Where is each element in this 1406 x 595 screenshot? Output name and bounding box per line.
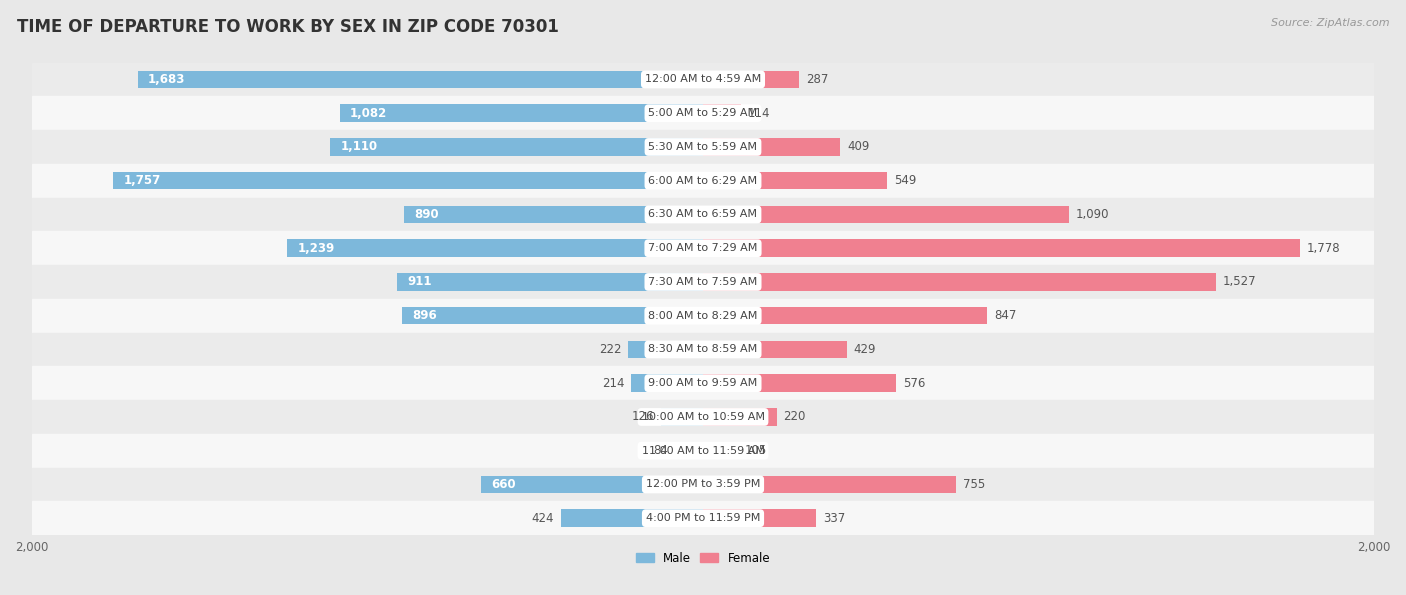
Text: 755: 755 xyxy=(963,478,986,491)
Text: 214: 214 xyxy=(602,377,624,390)
Text: 4:00 PM to 11:59 PM: 4:00 PM to 11:59 PM xyxy=(645,513,761,523)
Text: 12:00 AM to 4:59 AM: 12:00 AM to 4:59 AM xyxy=(645,74,761,84)
Bar xyxy=(32,434,1374,468)
Bar xyxy=(32,502,1374,535)
Bar xyxy=(703,138,841,156)
Text: 126: 126 xyxy=(631,411,654,424)
Bar xyxy=(631,374,703,392)
Bar xyxy=(703,105,741,122)
Bar xyxy=(703,239,1299,257)
Text: 1,757: 1,757 xyxy=(124,174,160,187)
Bar xyxy=(287,239,703,257)
Text: 847: 847 xyxy=(994,309,1017,322)
Bar xyxy=(32,62,1374,96)
Text: 5:00 AM to 5:29 AM: 5:00 AM to 5:29 AM xyxy=(648,108,758,118)
Bar xyxy=(340,105,703,122)
Bar xyxy=(32,400,1374,434)
Text: 7:00 AM to 7:29 AM: 7:00 AM to 7:29 AM xyxy=(648,243,758,253)
Bar xyxy=(661,408,703,425)
Text: 105: 105 xyxy=(745,444,768,457)
Text: 287: 287 xyxy=(806,73,828,86)
Bar xyxy=(398,273,703,291)
Text: 1,090: 1,090 xyxy=(1076,208,1109,221)
Text: 8:30 AM to 8:59 AM: 8:30 AM to 8:59 AM xyxy=(648,345,758,355)
Bar xyxy=(32,299,1374,333)
Bar xyxy=(703,341,846,358)
Text: 429: 429 xyxy=(853,343,876,356)
Bar xyxy=(703,273,1216,291)
Bar xyxy=(32,367,1374,400)
Bar xyxy=(703,172,887,189)
Bar xyxy=(32,333,1374,367)
Text: 337: 337 xyxy=(823,512,845,525)
Bar xyxy=(32,468,1374,502)
Text: 84: 84 xyxy=(654,444,668,457)
Text: 576: 576 xyxy=(903,377,925,390)
Bar xyxy=(703,509,815,527)
Text: 1,683: 1,683 xyxy=(148,73,186,86)
Text: 6:30 AM to 6:59 AM: 6:30 AM to 6:59 AM xyxy=(648,209,758,220)
Bar xyxy=(703,408,778,425)
Text: 8:00 AM to 8:29 AM: 8:00 AM to 8:29 AM xyxy=(648,311,758,321)
Text: 220: 220 xyxy=(783,411,806,424)
Bar xyxy=(32,96,1374,130)
Bar xyxy=(703,71,800,88)
Bar xyxy=(32,231,1374,265)
Text: 12:00 PM to 3:59 PM: 12:00 PM to 3:59 PM xyxy=(645,480,761,490)
Bar xyxy=(330,138,703,156)
Text: 7:30 AM to 7:59 AM: 7:30 AM to 7:59 AM xyxy=(648,277,758,287)
Text: 9:00 AM to 9:59 AM: 9:00 AM to 9:59 AM xyxy=(648,378,758,388)
Bar xyxy=(32,164,1374,198)
Text: 896: 896 xyxy=(412,309,437,322)
Text: 549: 549 xyxy=(894,174,917,187)
Text: 424: 424 xyxy=(531,512,554,525)
Legend: Male, Female: Male, Female xyxy=(631,547,775,569)
Text: 10:00 AM to 10:59 AM: 10:00 AM to 10:59 AM xyxy=(641,412,765,422)
Text: 409: 409 xyxy=(846,140,869,154)
Text: 5:30 AM to 5:59 AM: 5:30 AM to 5:59 AM xyxy=(648,142,758,152)
Text: 1,239: 1,239 xyxy=(297,242,335,255)
Text: 890: 890 xyxy=(415,208,439,221)
Bar xyxy=(703,475,956,493)
Bar xyxy=(32,265,1374,299)
Text: 114: 114 xyxy=(748,107,770,120)
Bar xyxy=(138,71,703,88)
Bar xyxy=(703,374,897,392)
Bar xyxy=(402,307,703,324)
Bar xyxy=(405,206,703,223)
Bar xyxy=(114,172,703,189)
Bar xyxy=(628,341,703,358)
Bar xyxy=(703,307,987,324)
Text: 6:00 AM to 6:29 AM: 6:00 AM to 6:29 AM xyxy=(648,176,758,186)
Text: Source: ZipAtlas.com: Source: ZipAtlas.com xyxy=(1271,18,1389,28)
Bar xyxy=(675,442,703,459)
Text: 11:00 AM to 11:59 AM: 11:00 AM to 11:59 AM xyxy=(641,446,765,456)
Text: 1,527: 1,527 xyxy=(1222,275,1256,289)
Text: 1,778: 1,778 xyxy=(1306,242,1340,255)
Text: 1,082: 1,082 xyxy=(350,107,387,120)
Text: 1,110: 1,110 xyxy=(340,140,378,154)
Bar xyxy=(481,475,703,493)
Text: 660: 660 xyxy=(492,478,516,491)
Text: 222: 222 xyxy=(599,343,621,356)
Bar xyxy=(703,206,1069,223)
Bar xyxy=(32,130,1374,164)
Text: 911: 911 xyxy=(408,275,432,289)
Text: TIME OF DEPARTURE TO WORK BY SEX IN ZIP CODE 70301: TIME OF DEPARTURE TO WORK BY SEX IN ZIP … xyxy=(17,18,558,36)
Bar xyxy=(561,509,703,527)
Bar xyxy=(703,442,738,459)
Bar xyxy=(32,198,1374,231)
